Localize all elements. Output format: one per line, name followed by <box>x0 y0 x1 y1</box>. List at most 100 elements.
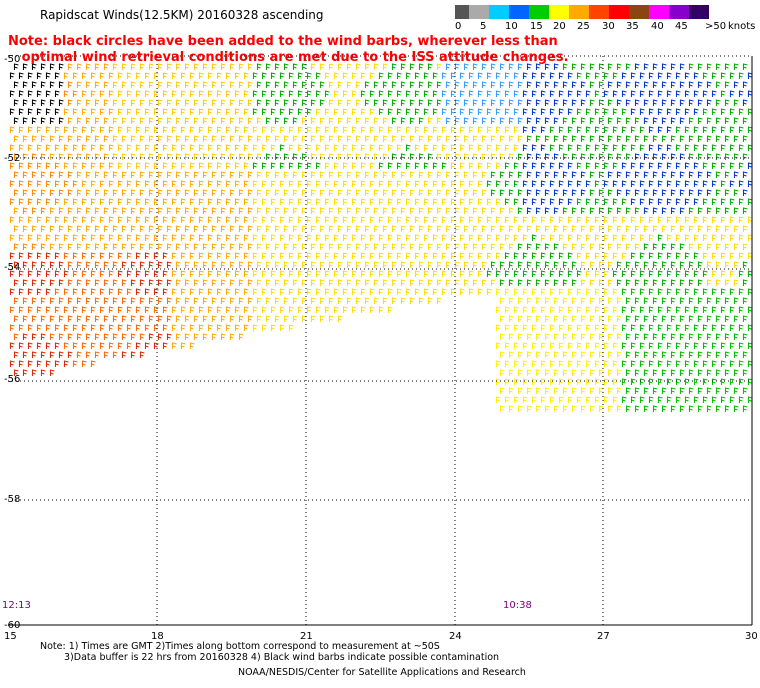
wind-barb <box>378 288 384 295</box>
wind-barb <box>396 144 402 151</box>
wind-barb <box>279 234 285 241</box>
wind-barb <box>724 297 730 304</box>
wind-barb <box>747 216 753 223</box>
wind-barb <box>31 99 37 106</box>
wind-barb <box>18 342 24 349</box>
wind-barb <box>229 189 235 196</box>
wind-barb <box>328 279 334 286</box>
wind-barb <box>103 297 109 304</box>
footer-note-1: Note: 1) Times are GMT 2)Times along bot… <box>40 641 440 652</box>
wind-barb <box>715 351 721 358</box>
wind-barb <box>603 378 609 385</box>
wind-barb <box>157 315 163 322</box>
wind-barb <box>711 90 717 97</box>
wind-barb <box>207 216 213 223</box>
wind-barb <box>639 252 645 259</box>
wind-barb <box>382 189 388 196</box>
wind-barb <box>711 198 717 205</box>
wind-barb <box>531 252 537 259</box>
wind-barb <box>657 342 663 349</box>
wind-barb <box>477 72 483 79</box>
wind-barb <box>175 117 181 124</box>
wind-barb <box>522 72 528 79</box>
wind-barb <box>553 405 559 412</box>
wind-barb <box>337 117 343 124</box>
wind-barb <box>706 225 712 232</box>
wind-barb <box>459 234 465 241</box>
wind-barb <box>67 279 73 286</box>
wind-barb <box>405 288 411 295</box>
wind-barb <box>261 72 267 79</box>
wind-barb <box>36 342 42 349</box>
wind-barb <box>22 171 28 178</box>
wind-barb <box>49 99 55 106</box>
wind-barb <box>558 252 564 259</box>
wind-barb <box>589 261 595 268</box>
wind-barb <box>648 324 654 331</box>
wind-barb <box>36 324 42 331</box>
wind-barb <box>45 234 51 241</box>
wind-barb <box>652 207 658 214</box>
wind-barb <box>378 234 384 241</box>
wind-barb <box>31 153 37 160</box>
wind-barb <box>229 333 235 340</box>
wind-barb <box>621 306 627 313</box>
wind-barb <box>252 126 258 133</box>
wind-barb <box>49 63 55 70</box>
wind-barb <box>598 297 604 304</box>
wind-barb <box>670 171 676 178</box>
wind-barb <box>49 153 55 160</box>
wind-barb <box>562 315 568 322</box>
wind-barb <box>121 81 127 88</box>
wind-barb <box>472 279 478 286</box>
wind-barb <box>607 189 613 196</box>
wind-barb <box>729 126 735 133</box>
wind-barb <box>558 342 564 349</box>
wind-barb <box>346 117 352 124</box>
wind-barb <box>360 234 366 241</box>
wind-barb <box>148 81 154 88</box>
wind-barb <box>490 117 496 124</box>
wind-barb <box>688 279 694 286</box>
wind-barb <box>594 126 600 133</box>
wind-barb <box>153 90 159 97</box>
wind-barb <box>45 306 51 313</box>
wind-barb <box>391 207 397 214</box>
lat-label-50: -50 <box>4 54 21 65</box>
wind-barb <box>40 279 46 286</box>
wind-barb <box>580 207 586 214</box>
wind-barb <box>670 153 676 160</box>
wind-barb <box>495 234 501 241</box>
wind-barb <box>180 72 186 79</box>
wind-barb <box>202 225 208 232</box>
wind-barb <box>166 207 172 214</box>
wind-barb <box>657 126 663 133</box>
wind-barb <box>211 63 217 70</box>
wind-barb <box>58 243 64 250</box>
wind-barb <box>724 261 730 268</box>
wind-barb <box>162 108 168 115</box>
wind-barb <box>387 180 393 187</box>
wind-barb <box>450 144 456 151</box>
wind-barb <box>688 243 694 250</box>
wind-barb <box>216 252 222 259</box>
wind-barb <box>445 63 451 70</box>
wind-barb <box>702 144 708 151</box>
wind-barb <box>729 90 735 97</box>
legend-label: 45 <box>675 21 688 32</box>
wind-barb <box>36 198 42 205</box>
wind-barb <box>211 99 217 106</box>
wind-barb <box>558 216 564 223</box>
wind-barb <box>702 324 708 331</box>
wind-barb <box>103 315 109 322</box>
wind-barb <box>274 171 280 178</box>
wind-barb <box>675 72 681 79</box>
wind-barb <box>265 153 271 160</box>
wind-barb <box>364 189 370 196</box>
wind-barb <box>648 216 654 223</box>
wind-barb <box>252 144 258 151</box>
wind-barb <box>13 369 19 376</box>
wind-barb <box>733 63 739 70</box>
wind-barb <box>585 180 591 187</box>
wind-barb <box>684 162 690 169</box>
